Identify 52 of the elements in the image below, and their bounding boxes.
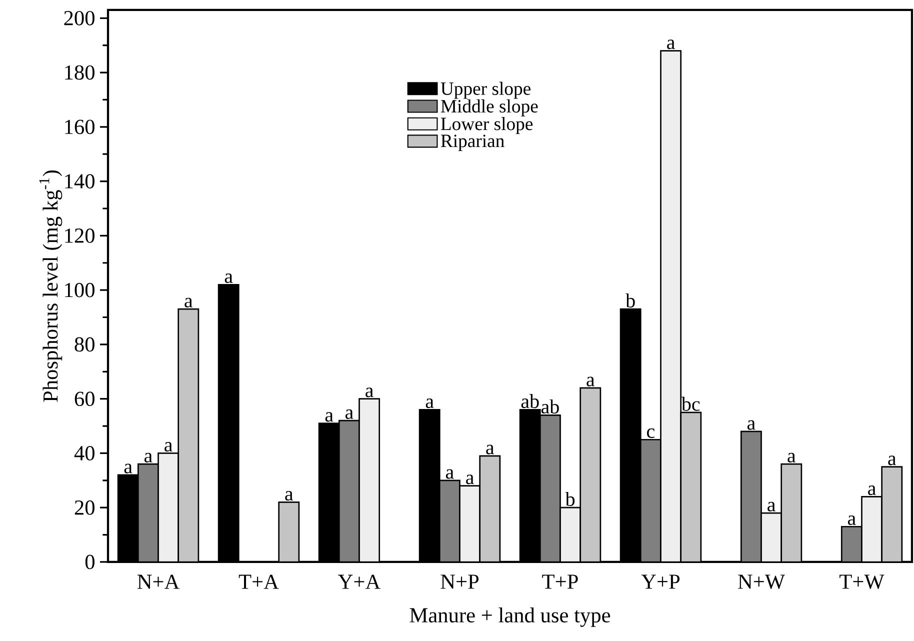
data-label: a: [888, 456, 896, 466]
y-tick-label: 0: [85, 554, 94, 570]
legend-label: Middle slope: [440, 99, 538, 116]
x-tick-label: T+W: [840, 574, 884, 589]
data-label: a: [486, 444, 494, 454]
data-label: a: [164, 442, 172, 452]
data-label: a: [446, 469, 454, 479]
y-tick-label: 100: [65, 282, 94, 298]
y-tick-label: 180: [65, 65, 94, 80]
data-label: a: [345, 409, 354, 419]
data-label: a: [184, 298, 193, 308]
data-label: a: [426, 398, 434, 408]
legend-label: Riparian: [440, 134, 504, 152]
x-tick-label: N+P: [440, 574, 479, 589]
legend-label: Upper slope: [440, 82, 530, 99]
x-tick-label: T+A: [238, 574, 279, 589]
data-label: a: [768, 502, 776, 512]
data-label: ab: [521, 394, 539, 408]
y-tick-label: 120: [65, 228, 94, 243]
data-label: a: [586, 376, 595, 386]
x-axis-title: Manure + land use type: [410, 607, 610, 627]
data-label: a: [466, 474, 474, 484]
data-label: a: [285, 490, 294, 501]
data-label: a: [868, 486, 876, 496]
y-axis-title: Phosphorus level (mg kg$^{-1}$): [39, 170, 62, 402]
x-tick-label: Y+P: [641, 574, 680, 589]
data-label: c: [647, 428, 655, 438]
data-label: a: [224, 273, 233, 284]
y-tick-label: 80: [74, 337, 94, 352]
data-label: a: [848, 515, 856, 526]
legend-label: Lower slope: [440, 117, 533, 134]
y-tick-label: 140: [65, 174, 94, 188]
x-tick-label: Y+A: [338, 574, 381, 589]
y-tick-label: 200: [64, 10, 94, 26]
data-label: a: [788, 452, 796, 462]
data-label: a: [366, 388, 374, 398]
data-label: a: [325, 412, 334, 422]
data-label: bc: [681, 396, 700, 411]
data-label: b: [565, 492, 575, 506]
x-tick-label: N+W: [738, 574, 785, 589]
y-tick-label: 20: [74, 500, 94, 515]
data-label: ab: [541, 399, 559, 414]
x-tick-label: T+P: [542, 574, 578, 589]
data-label: a: [667, 40, 675, 50]
data-label: a: [747, 420, 756, 430]
y-tick-label: 40: [74, 446, 94, 460]
x-tick-label: N+A: [137, 574, 180, 589]
y-tick-label: 160: [65, 120, 94, 134]
data-label: a: [124, 464, 132, 474]
data-label: b: [626, 293, 635, 308]
y-tick-label: 60: [74, 392, 94, 406]
data-label: a: [144, 452, 152, 462]
